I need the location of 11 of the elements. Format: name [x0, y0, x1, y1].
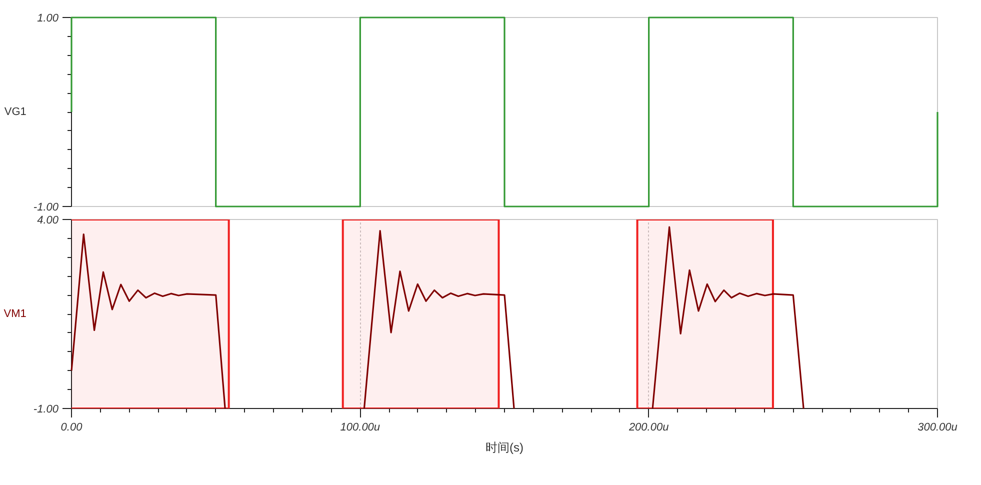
y-tick-label: -1.00	[33, 404, 60, 416]
x-tick-label: 100.00u	[340, 422, 380, 434]
x-axis-title: 时间(s)	[486, 440, 524, 454]
y-tick-label: -1.00	[33, 202, 60, 214]
x-tick-label: 0.00	[60, 422, 84, 434]
y-tick-label: 1.00	[37, 12, 60, 24]
x-tick-label: 200.00u	[628, 422, 669, 434]
text: VM1	[4, 308, 26, 320]
y-axis-title: VG1	[4, 106, 26, 118]
y-tick-label: 4.00	[37, 214, 60, 226]
x-tick-label: 300.00u	[918, 422, 958, 434]
